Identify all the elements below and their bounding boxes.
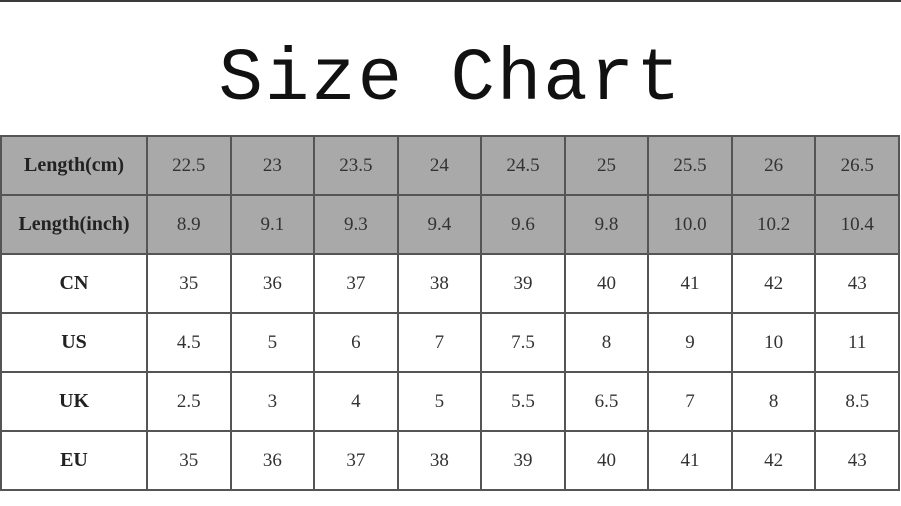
table-cell: 5.5 [480, 371, 566, 432]
table-cell: 42 [730, 430, 817, 491]
table-cell: 10.4 [814, 194, 900, 255]
table-cell: 10.0 [647, 194, 733, 255]
table-cell: 35 [146, 253, 232, 314]
table-cell: 23.5 [313, 135, 399, 196]
table-cell: 7 [396, 312, 483, 373]
table-cell: 4 [313, 371, 399, 432]
table-cell: 38 [396, 253, 483, 314]
size-chart-table: Length(cm) 22.5 23 23.5 24 24.5 25 25.5 26 26.5 Le… [0, 135, 900, 491]
table-cell: 9.1 [229, 194, 316, 255]
table-cell: 5 [229, 312, 316, 373]
table-cell: 39 [480, 430, 566, 491]
table-row: Length(cm) 22.5 23 23.5 24 24.5 25 25.5 26 26.5 [0, 135, 900, 196]
table-cell: 41 [647, 253, 733, 314]
table-cell: 10 [730, 312, 817, 373]
row-label: Length(inch) [0, 194, 148, 255]
table-cell: 4.5 [146, 312, 232, 373]
table-cell: 9.3 [313, 194, 399, 255]
table-cell: 24 [396, 135, 483, 196]
table-cell: 9 [647, 312, 733, 373]
table-cell: 6.5 [563, 371, 650, 432]
table-cell: 40 [563, 430, 650, 491]
table-cell: 22.5 [146, 135, 232, 196]
table-cell: 24.5 [480, 135, 566, 196]
table-cell: 25 [563, 135, 650, 196]
table-row: CN 35 36 37 38 39 40 41 42 43 [0, 253, 900, 314]
table-cell: 25.5 [647, 135, 733, 196]
table-cell: 39 [480, 253, 566, 314]
table-cell: 10.2 [730, 194, 817, 255]
table-cell: 11 [814, 312, 900, 373]
row-label: CN [0, 253, 148, 314]
table-cell: 7 [647, 371, 733, 432]
table-cell: 35 [146, 430, 232, 491]
table-row: UK 2.5 3 4 5 5.5 6.5 7 8 8.5 [0, 371, 900, 432]
table-cell: 8.9 [146, 194, 232, 255]
table-row: US 4.5 5 6 7 7.5 8 9 10 11 [0, 312, 900, 373]
table-cell: 36 [229, 430, 316, 491]
table-cell: 42 [730, 253, 817, 314]
table-cell: 6 [313, 312, 399, 373]
table-cell: 23 [229, 135, 316, 196]
row-label: Length(cm) [0, 135, 148, 196]
table-cell: 9.4 [396, 194, 483, 255]
table-cell: 38 [396, 430, 483, 491]
table-cell: 37 [313, 253, 399, 314]
table-row: EU 35 36 37 38 39 40 41 42 43 [0, 430, 900, 491]
table-cell: 2.5 [146, 371, 232, 432]
page-title: Size Chart [218, 38, 683, 122]
table-cell: 8 [730, 371, 817, 432]
row-label: UK [0, 371, 148, 432]
table-cell: 43 [814, 253, 900, 314]
table-cell: 7.5 [480, 312, 566, 373]
table-row: Length(inch) 8.9 9.1 9.3 9.4 9.6 9.8 10.0 10.2 10… [0, 194, 900, 255]
table-cell: 9.6 [480, 194, 566, 255]
table-cell: 8 [563, 312, 650, 373]
table-cell: 37 [313, 430, 399, 491]
table-cell: 3 [229, 371, 316, 432]
table-cell: 40 [563, 253, 650, 314]
table-cell: 36 [229, 253, 316, 314]
row-label: US [0, 312, 148, 373]
table-cell: 26.5 [814, 135, 900, 196]
table-cell: 5 [396, 371, 483, 432]
top-border-strip [0, 0, 901, 2]
row-label: EU [0, 430, 148, 491]
table-cell: 43 [814, 430, 900, 491]
table-cell: 9.8 [563, 194, 650, 255]
table-cell: 26 [730, 135, 817, 196]
table-cell: 8.5 [814, 371, 900, 432]
table-cell: 41 [647, 430, 733, 491]
